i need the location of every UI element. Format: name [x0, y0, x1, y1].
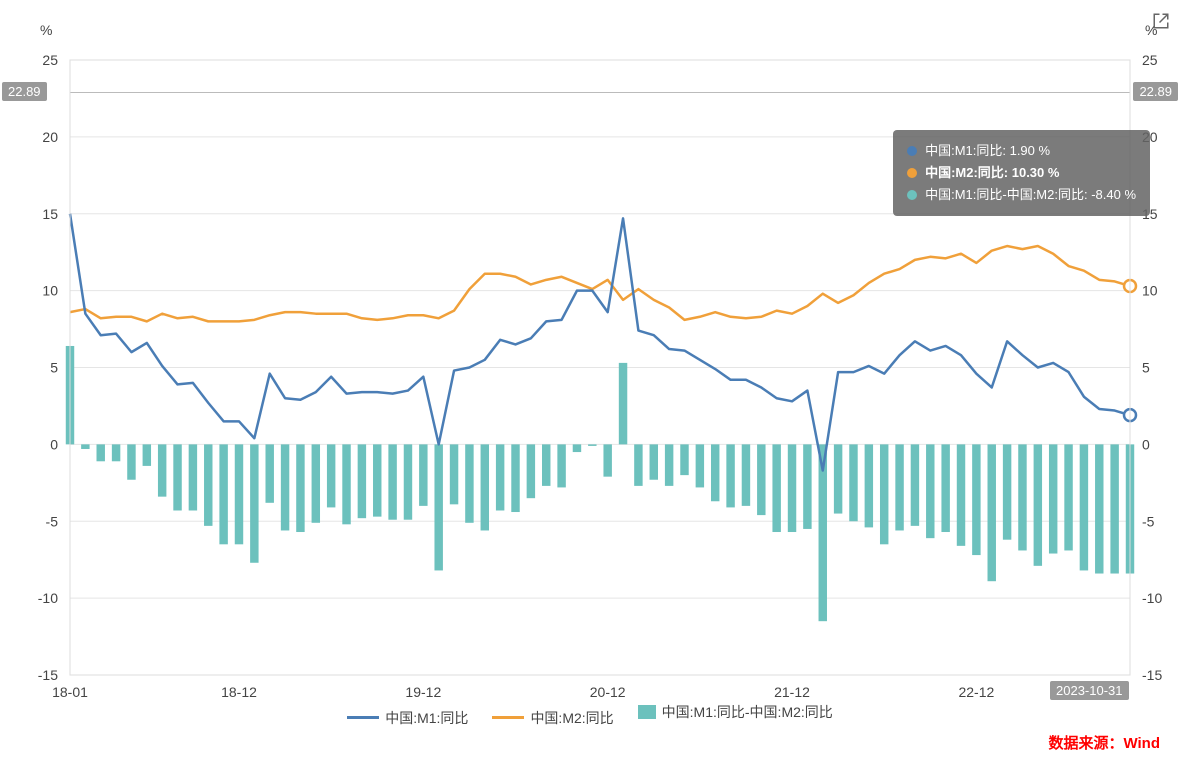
svg-text:-10: -10 [1142, 590, 1162, 606]
svg-text:25: 25 [1142, 52, 1158, 68]
svg-text:15: 15 [42, 206, 58, 222]
svg-text:0: 0 [1142, 436, 1150, 452]
tooltip-row: 中国:M1:同比: 1.90 % [907, 140, 1136, 162]
svg-text:-15: -15 [38, 667, 58, 683]
svg-text:18-01: 18-01 [52, 684, 88, 700]
svg-text:5: 5 [50, 360, 58, 376]
last-date-label: 2023-10-31 [1050, 681, 1129, 700]
export-icon[interactable] [1152, 12, 1170, 30]
svg-text:-5: -5 [46, 513, 59, 529]
svg-text:19-12: 19-12 [405, 684, 441, 700]
tooltip-row: 中国:M1:同比-中国:M2:同比: -8.40 % [907, 184, 1136, 206]
legend-item[interactable]: 中国:M1:同比 [347, 708, 468, 728]
tooltip-text: 中国:M1:同比: 1.90 % [925, 140, 1050, 162]
tooltip-dot-icon [907, 168, 917, 178]
svg-text:21-12: 21-12 [774, 684, 810, 700]
svg-text:%: % [40, 22, 52, 38]
svg-text:18-12: 18-12 [221, 684, 257, 700]
svg-text:-5: -5 [1142, 513, 1155, 529]
svg-text:10: 10 [1142, 283, 1158, 299]
data-source-label: 数据来源：Wind [1048, 732, 1160, 753]
svg-text:20: 20 [42, 129, 58, 145]
legend-item[interactable]: 中国:M2:同比 [492, 708, 613, 728]
legend-line-swatch-icon [492, 716, 524, 719]
svg-text:20-12: 20-12 [590, 684, 626, 700]
tooltip-row: 中国:M2:同比: 10.30 % [907, 162, 1136, 184]
svg-text:-15: -15 [1142, 667, 1162, 683]
svg-text:25: 25 [42, 52, 58, 68]
money-supply-chart: -15-15-10-10-5-500551010151520202525%%18… [0, 0, 1180, 763]
tooltip-dot-icon [907, 146, 917, 156]
svg-text:-10: -10 [38, 590, 58, 606]
tooltip-dot-icon [907, 190, 917, 200]
legend-label: 中国:M1:同比 [385, 708, 468, 728]
legend-line-swatch-icon [347, 716, 379, 719]
legend-label: 中国:M2:同比 [530, 708, 613, 728]
tooltip-text: 中国:M1:同比-中国:M2:同比: -8.40 % [925, 184, 1136, 206]
legend-bar-swatch-icon [638, 705, 656, 719]
svg-text:0: 0 [50, 436, 58, 452]
chart-tooltip: 中国:M1:同比: 1.90 %中国:M2:同比: 10.30 %中国:M1:同… [893, 130, 1150, 216]
chart-legend: 中国:M1:同比 中国:M2:同比 中国:M1:同比-中国:M2:同比 [0, 702, 1180, 728]
legend-item[interactable]: 中国:M1:同比-中国:M2:同比 [638, 702, 833, 722]
y-highlight-left-label: 22.89 [2, 82, 47, 101]
tooltip-text: 中国:M2:同比: 10.30 % [925, 162, 1059, 184]
svg-text:22-12: 22-12 [958, 684, 994, 700]
svg-text:5: 5 [1142, 360, 1150, 376]
y-highlight-right-label: 22.89 [1133, 82, 1178, 101]
svg-text:10: 10 [42, 283, 58, 299]
legend-label: 中国:M1:同比-中国:M2:同比 [662, 702, 833, 722]
